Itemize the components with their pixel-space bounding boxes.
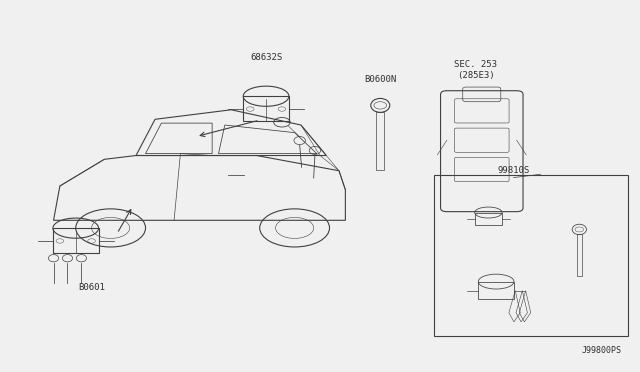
Text: 68632S: 68632S xyxy=(250,52,282,62)
Bar xyxy=(434,175,628,336)
Text: B0601: B0601 xyxy=(78,283,105,292)
Text: 99810S: 99810S xyxy=(497,166,530,175)
Text: J99800PS: J99800PS xyxy=(581,346,621,355)
Text: SEC. 253
(285E3): SEC. 253 (285E3) xyxy=(454,61,497,80)
Text: B0600N: B0600N xyxy=(364,74,396,84)
